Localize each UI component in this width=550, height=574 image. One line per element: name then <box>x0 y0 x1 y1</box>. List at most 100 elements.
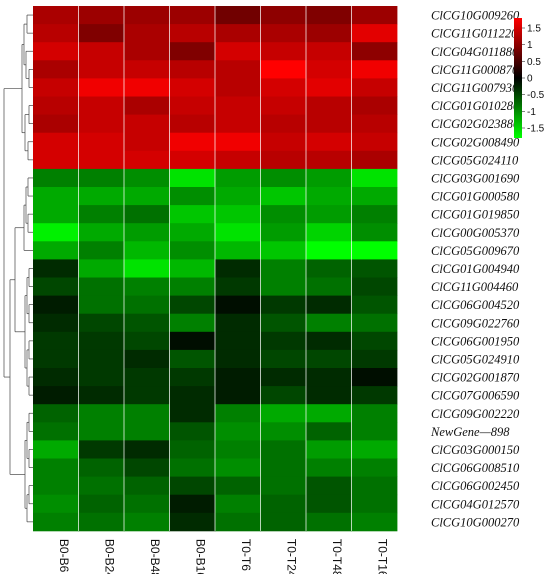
heatmap-cell <box>260 295 307 315</box>
row-label: ClCG00G005370 <box>431 226 520 240</box>
heatmap-cell <box>124 476 170 496</box>
row-label: ClCG10G000270 <box>431 515 520 529</box>
heatmap-cell <box>124 78 170 97</box>
heatmap-cell <box>215 168 261 188</box>
column-label: T0-T48 <box>330 539 344 574</box>
heatmap-cell <box>215 368 261 387</box>
heatmap-cell <box>78 114 125 134</box>
heatmap-cell <box>78 96 125 115</box>
heatmap-cell <box>260 422 307 441</box>
heatmap-cell <box>169 277 216 296</box>
heatmap-cell <box>351 6 398 25</box>
heatmap-cell <box>215 150 261 170</box>
heatmap-cell <box>306 368 352 387</box>
heatmap-cell <box>351 295 398 315</box>
heatmap-cell <box>78 422 125 441</box>
heatmap-cell <box>33 259 79 278</box>
heatmap-cell <box>33 150 79 170</box>
heatmap-cell <box>351 386 398 405</box>
heatmap-cell <box>124 494 170 514</box>
heatmap-cell <box>215 458 261 477</box>
row-label: ClCG02G001870 <box>431 371 520 385</box>
heatmap-cell <box>33 168 79 188</box>
row-label: ClCG11G004460 <box>431 280 519 294</box>
heatmap-cell <box>215 404 261 423</box>
heatmap-cell <box>169 168 216 188</box>
heatmap-cell <box>306 295 352 315</box>
heatmap-cell <box>351 114 398 134</box>
heatmap-cell <box>215 277 261 296</box>
heatmap-cell <box>260 6 307 25</box>
heatmap-cell <box>169 386 216 405</box>
heatmap-cell <box>351 96 398 115</box>
heatmap-cell <box>306 78 352 97</box>
row-label: ClCG05G024110 <box>431 153 519 167</box>
heatmap-cell <box>78 132 125 152</box>
heatmap-cell <box>260 386 307 405</box>
heatmap-cell <box>306 187 352 206</box>
heatmap-cell <box>169 458 216 477</box>
heatmap-cell <box>124 331 170 351</box>
heatmap-cell <box>169 404 216 423</box>
heatmap-cell <box>260 150 307 170</box>
color-legend: 1.5 1 0.5 0 -0.5 -1 -1.5 <box>514 18 545 138</box>
legend-tick-label: 0.5 <box>527 57 541 68</box>
heatmap-cell <box>124 223 170 242</box>
heatmap-cell <box>260 494 307 514</box>
heatmap-cell <box>78 60 125 79</box>
column-labels: B0-B6 B0-B24 B0-B48 B0-B168 T0-T6 T0-T24 T0-T4… <box>57 539 390 574</box>
heatmap-cell <box>306 404 352 423</box>
heatmap-cell <box>215 386 261 405</box>
heatmap-cell <box>33 24 79 43</box>
heatmap-cell <box>169 331 216 351</box>
row-label: ClCG09G002220 <box>431 407 520 421</box>
heatmap-cell <box>351 422 398 441</box>
heatmap-cell <box>33 132 79 152</box>
heatmap-cell <box>124 205 170 224</box>
row-label: ClCG05G024910 <box>431 352 520 366</box>
heatmap-cell <box>260 223 307 242</box>
heatmap-cell <box>33 422 79 441</box>
heatmap-cell <box>306 422 352 441</box>
heatmap-cell <box>124 96 170 115</box>
heatmap-cell <box>215 512 261 532</box>
heatmap-cell <box>260 404 307 423</box>
heatmap-cell <box>78 168 125 188</box>
row-label: ClCG04G011880 <box>431 45 519 59</box>
heatmap-cell <box>351 187 398 206</box>
heatmap-cell <box>78 78 125 97</box>
row-label: ClCG11G007930 <box>431 81 519 95</box>
heatmap-cell <box>124 386 170 405</box>
heatmap-cell <box>306 96 352 115</box>
heatmap-cell <box>351 404 398 423</box>
heatmap-cell <box>306 132 352 152</box>
heatmap-cell <box>78 42 125 61</box>
heatmap-cell <box>215 476 261 496</box>
heatmap-cell <box>78 313 125 333</box>
heatmap-cell <box>215 349 261 369</box>
legend-tick-label: 1.5 <box>527 24 541 35</box>
heatmap-cell <box>78 205 125 224</box>
heatmap-cell <box>306 205 352 224</box>
heatmap-cell <box>351 277 398 296</box>
heatmap-cell <box>33 331 79 351</box>
heatmap-cell <box>78 187 125 206</box>
heatmap-cell <box>260 205 307 224</box>
heatmap-cell <box>78 223 125 242</box>
heatmap-cell <box>124 368 170 387</box>
heatmap-cell <box>169 259 216 278</box>
heatmap-cell <box>260 60 307 79</box>
heatmap-cell <box>169 42 216 61</box>
heatmap-cell <box>33 386 79 405</box>
heatmap-cell <box>351 150 398 170</box>
heatmap-cell <box>260 168 307 188</box>
row-label: ClCG06G008510 <box>431 461 520 475</box>
heatmap-cell <box>215 42 261 61</box>
column-label: B0-B6 <box>57 539 71 573</box>
heatmap-cell <box>124 404 170 423</box>
heatmap-cell <box>351 331 398 351</box>
heatmap-cell <box>33 60 79 79</box>
row-label: ClCG01G010280 <box>431 99 520 113</box>
heatmap-cell <box>33 205 79 224</box>
heatmap-cell <box>260 114 307 134</box>
